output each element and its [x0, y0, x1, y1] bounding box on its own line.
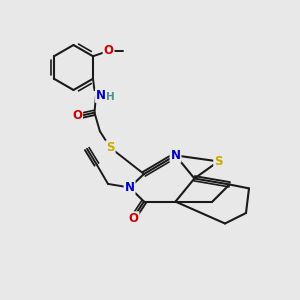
- Text: N: N: [124, 181, 135, 194]
- Text: O: O: [72, 109, 82, 122]
- Text: N: N: [170, 149, 181, 162]
- Text: O: O: [103, 44, 114, 57]
- Text: S: S: [106, 141, 115, 154]
- Text: S: S: [214, 155, 223, 168]
- Text: H: H: [106, 92, 115, 102]
- Text: N: N: [96, 89, 106, 102]
- Text: O: O: [128, 212, 139, 225]
